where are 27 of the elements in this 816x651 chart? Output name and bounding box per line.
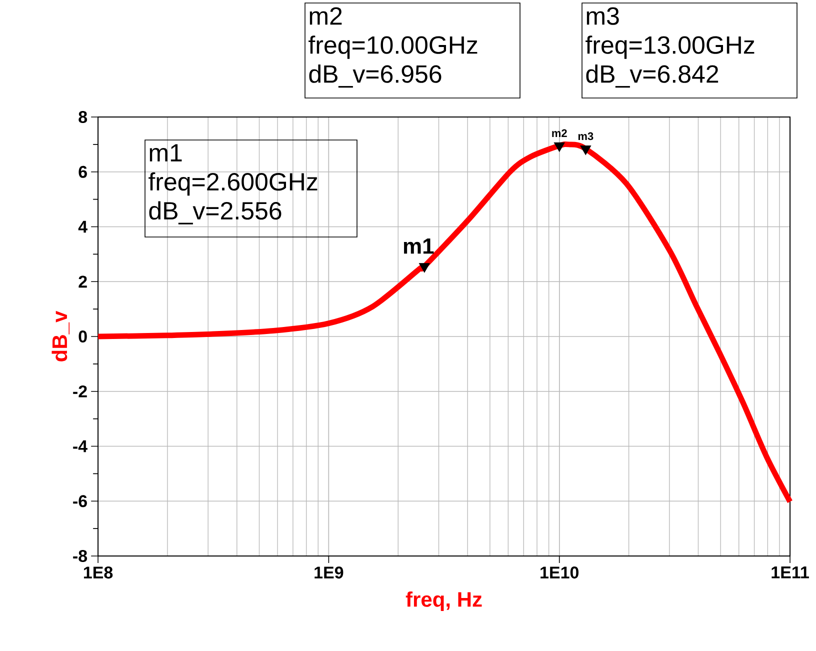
x-tick-label: 1E10 bbox=[540, 566, 579, 579]
annotation: m1 bbox=[150, 144, 182, 162]
y-tick-label: -6 bbox=[73, 495, 87, 508]
text: m2 bbox=[310, 7, 342, 25]
x-tick-label: 1E11 bbox=[772, 566, 809, 578]
y-tick-label: -2 bbox=[73, 385, 87, 398]
text: dB_v=6.956 bbox=[309, 64, 442, 88]
text: freq=10.00GHz bbox=[308, 36, 478, 59]
y-tick-label: 0 bbox=[78, 330, 87, 343]
text: m3 bbox=[586, 7, 619, 25]
y-tick-label: 8 bbox=[78, 110, 88, 124]
annotation: m3 bbox=[578, 132, 594, 140]
y-tick-label: 4 bbox=[78, 220, 88, 233]
x-axis-title: freq, Hz bbox=[406, 591, 482, 612]
x-tick-label: 1E8 bbox=[84, 566, 113, 579]
text: freq=13.00GHz bbox=[586, 36, 754, 59]
annotation: m2 bbox=[552, 129, 567, 137]
x-tick-label: 1E9 bbox=[314, 566, 344, 579]
y-tick-label: 2 bbox=[78, 276, 87, 288]
y-tick-label: 6 bbox=[78, 166, 87, 178]
annotation: freq=2.600GHz bbox=[148, 172, 318, 196]
annotation: m1 bbox=[404, 238, 434, 254]
text: dB_v=6.842 bbox=[586, 64, 718, 88]
y-tick-label: -4 bbox=[73, 440, 88, 452]
y-axis-title: dB_v bbox=[52, 310, 70, 362]
annotation: dB_v=2.556 bbox=[149, 201, 282, 224]
y-tick-label: -8 bbox=[73, 550, 88, 562]
